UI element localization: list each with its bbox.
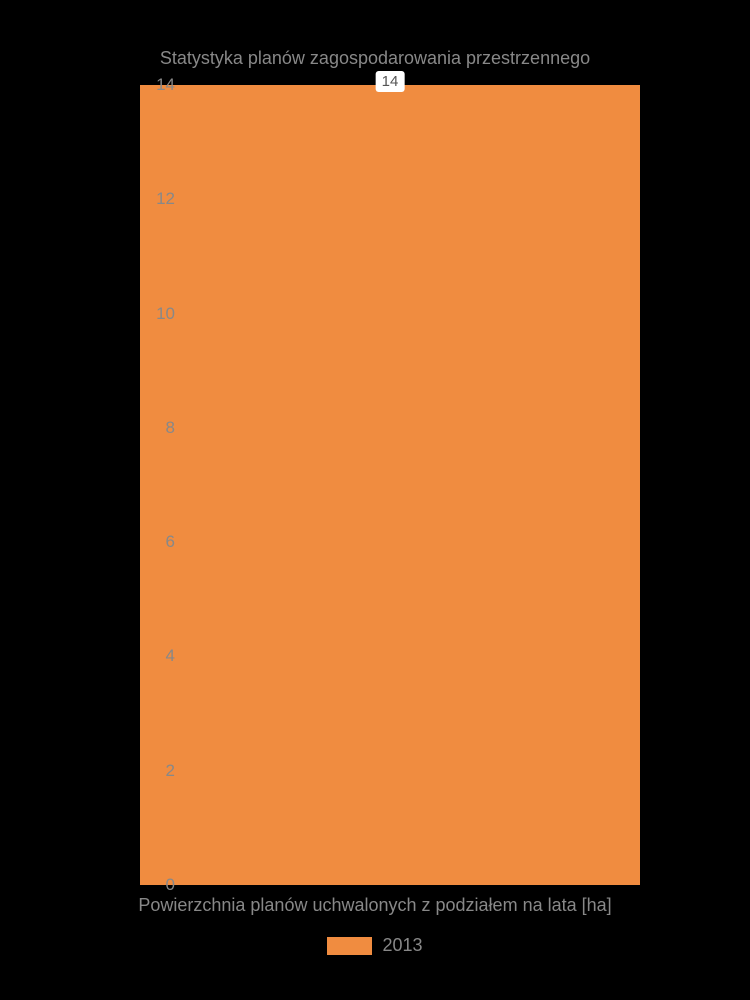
y-tick-label: 4	[75, 646, 175, 666]
chart-container: Statystyka planów zagospodarowania przes…	[0, 0, 750, 1000]
legend-swatch	[327, 937, 372, 955]
plot-area: 14	[110, 85, 670, 885]
chart-title: Statystyka planów zagospodarowania przes…	[0, 48, 750, 69]
data-label: 14	[376, 71, 405, 92]
legend-label: 2013	[382, 935, 422, 956]
y-tick-label: 6	[75, 532, 175, 552]
y-tick-label: 12	[75, 189, 175, 209]
y-tick-label: 8	[75, 418, 175, 438]
y-tick-label: 10	[75, 304, 175, 324]
bar-2013: 14	[140, 85, 640, 885]
y-tick-label: 0	[75, 875, 175, 895]
legend: 2013	[0, 935, 750, 956]
y-tick-label: 2	[75, 761, 175, 781]
y-tick-label: 14	[75, 75, 175, 95]
x-axis-label: Powierzchnia planów uchwalonych z podzia…	[0, 895, 750, 916]
